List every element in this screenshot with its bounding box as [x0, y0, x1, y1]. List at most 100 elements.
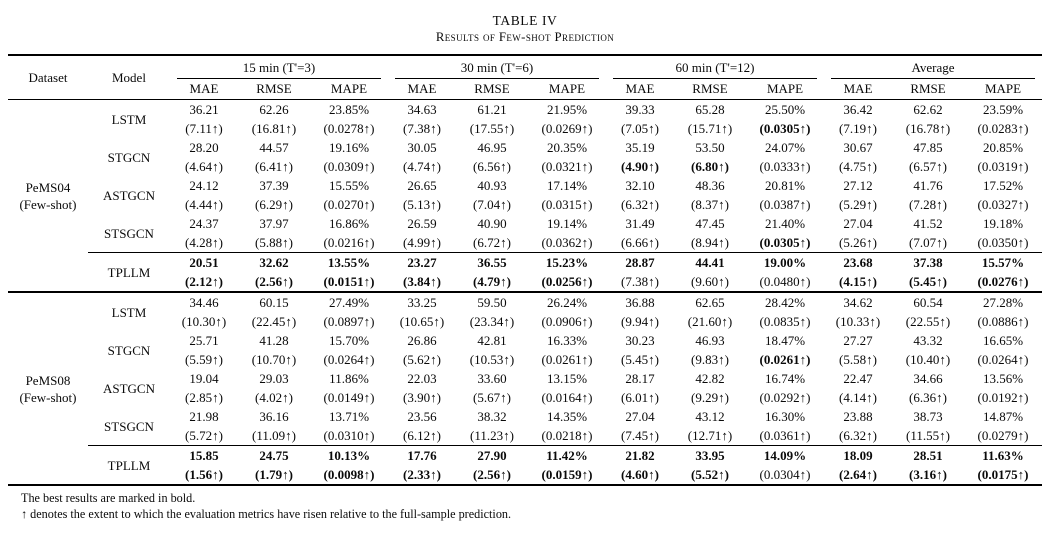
delta-row: (2.12↑) (2.56↑) (0.0151↑) (3.84↑) (4.79↑) (0.…: [8, 272, 1042, 292]
col-header-rmse: RMSE: [673, 79, 746, 100]
col-group-15min: 15 min (T'=3): [170, 55, 388, 79]
metric-delta: (0.0216↑): [323, 235, 375, 250]
metric-value: 11.42%: [527, 445, 606, 465]
value-row: ASTGCN 24.12 37.39 15.55% 26.65 40.93 17.14% 32…: [8, 176, 1042, 203]
metric-delta: (15.71↑): [687, 121, 733, 136]
metric-value: 19.00%: [745, 252, 825, 272]
header-row-groups: Dataset Model 15 min (T'=3) 30 min (T'=6…: [7, 55, 1042, 100]
metric-delta: (0.0278↑): [323, 121, 375, 136]
metric-value: 16.74%: [764, 371, 806, 386]
metric-delta: (7.07↑): [909, 235, 947, 250]
metric-delta: (0.0309↑): [323, 159, 375, 174]
model-label: ASTGCN: [102, 380, 155, 396]
metric-value: 23.56: [407, 409, 437, 424]
metric-delta: (0.0149↑): [323, 390, 375, 405]
metric-value: 23.27: [387, 252, 456, 272]
metric-delta: (5.67↑): [473, 390, 511, 405]
metric-value: 23.68: [824, 252, 893, 272]
metric-delta: (5.45↑): [909, 274, 947, 289]
delta-row: (7.11↑) (16.81↑) (0.0278↑) (7.38↑) (17.55↑) (…: [8, 119, 1042, 138]
metric-value: 28.51: [892, 445, 965, 465]
metric-delta: (6.57↑): [909, 159, 947, 174]
metric-delta: (4.44↑): [185, 197, 223, 212]
metric-delta: (0.0098↑): [323, 467, 375, 482]
metric-value: 37.39: [259, 178, 289, 193]
metric-delta: (5.58↑): [839, 352, 877, 367]
metric-value: 18.47%: [764, 333, 806, 348]
col-header-mape: MAPE: [745, 79, 825, 100]
metric-value: 16.65%: [982, 333, 1024, 348]
metric-value: 40.90: [477, 216, 507, 231]
dataset-label: PeMS04 (Few-shot): [8, 100, 88, 293]
metric-delta: (16.78↑): [905, 121, 951, 136]
metric-delta: (0.0305↑): [759, 235, 811, 250]
metric-value: 46.93: [695, 333, 725, 348]
delta-row: (2.85↑) (4.02↑) (0.0149↑) (3.90↑) (5.67↑) (0.…: [8, 388, 1042, 407]
metric-value: 20.81%: [764, 178, 806, 193]
metric-delta: (8.94↑): [691, 235, 729, 250]
dataset-label-line: PeMS08: [25, 372, 71, 388]
value-row: STSGCN 24.37 37.97 16.86% 26.59 40.90 19.14% 31…: [8, 214, 1042, 241]
dataset-label-line: (Few-shot): [19, 196, 77, 212]
metric-delta: (4.14↑): [839, 390, 877, 405]
metric-delta: (0.0387↑): [759, 197, 811, 212]
metric-delta: (0.0305↑): [759, 121, 811, 136]
metric-value: 28.87: [605, 252, 674, 272]
metric-value: 30.67: [843, 140, 873, 155]
metric-value: 15.85: [169, 445, 238, 465]
value-row: ASTGCN 19.04 29.03 11.86% 22.03 33.60 13.15% 28…: [8, 369, 1042, 396]
metric-delta: (3.84↑): [403, 274, 441, 289]
metric-delta: (0.0261↑): [759, 352, 811, 367]
metric-delta: (7.28↑): [909, 197, 947, 212]
metric-value: 23.85%: [328, 102, 370, 117]
dataset-label: PeMS08 (Few-shot): [7, 291, 88, 485]
metric-delta: (6.29↑): [255, 197, 293, 212]
metric-delta: (10.65↑): [399, 314, 445, 329]
metric-delta: (0.0897↑): [323, 314, 375, 329]
metric-delta: (8.37↑): [691, 197, 729, 212]
metric-delta: (6.80↑): [691, 159, 729, 174]
metric-delta: (4.02↑): [255, 390, 293, 405]
table-title: Results of Few-shot Prediction: [435, 30, 615, 44]
metric-delta: (5.52↑): [691, 467, 729, 482]
value-row: STGCN 28.20 44.57 19.16% 30.05 46.95 20.35% 35.…: [8, 138, 1042, 165]
metric-value: 25.71: [189, 333, 219, 348]
model-label: STSGCN: [104, 418, 154, 434]
metric-delta: (5.29↑): [839, 197, 877, 212]
table-number: TABLE IV: [492, 13, 558, 28]
metric-delta: (17.55↑): [469, 121, 515, 136]
metric-value: 41.76: [913, 178, 943, 193]
model-label: STGCN: [107, 342, 151, 358]
value-row: PeMS08 (Few-shot) LSTM 34.46 60.15 27.49% 33.2…: [7, 291, 1043, 485]
col-header-model: Model: [87, 55, 170, 100]
metric-value: 38.73: [913, 409, 943, 424]
metric-delta: (4.99↑): [403, 235, 441, 250]
dataset-label-line: (Few-shot): [19, 389, 77, 405]
metric-value: 21.95%: [546, 102, 588, 117]
col-group-30min: 30 min (T'=6): [388, 55, 606, 79]
value-row: TPLLM 20.51 32.62 13.55% 23.27 36.55 15.23% 28.…: [8, 252, 1043, 292]
metric-value: 13.71%: [328, 409, 370, 424]
metric-delta: (0.0164↑): [541, 390, 593, 405]
metric-delta: (5.59↑): [185, 352, 223, 367]
metric-value: 27.04: [625, 409, 655, 424]
metric-value: 37.97: [259, 216, 289, 231]
metric-delta: (22.55↑): [905, 314, 951, 329]
metric-value: 22.47: [843, 371, 873, 386]
metric-delta: (2.56↑): [255, 274, 293, 289]
table-header: Dataset Model 15 min (T'=3) 30 min (T'=6…: [7, 55, 1043, 100]
metric-value: 44.41: [673, 252, 746, 272]
model-label: STSGCN: [104, 225, 154, 241]
metric-value: 20.51: [169, 252, 238, 272]
metric-value: 34.62: [824, 291, 893, 312]
metric-delta: (0.0362↑): [541, 235, 593, 250]
metric-delta: (2.85↑): [185, 390, 223, 405]
col-header-mae: MAE: [824, 79, 893, 100]
metric-delta: (7.38↑): [621, 274, 659, 289]
metric-delta: (0.0159↑): [541, 467, 593, 482]
metric-delta: (11.55↑): [906, 428, 950, 443]
metric-value: 15.57%: [964, 252, 1043, 272]
col-header-mape: MAPE: [527, 79, 606, 100]
metric-value: 23.88: [843, 409, 873, 424]
col-header-rmse: RMSE: [455, 79, 528, 100]
